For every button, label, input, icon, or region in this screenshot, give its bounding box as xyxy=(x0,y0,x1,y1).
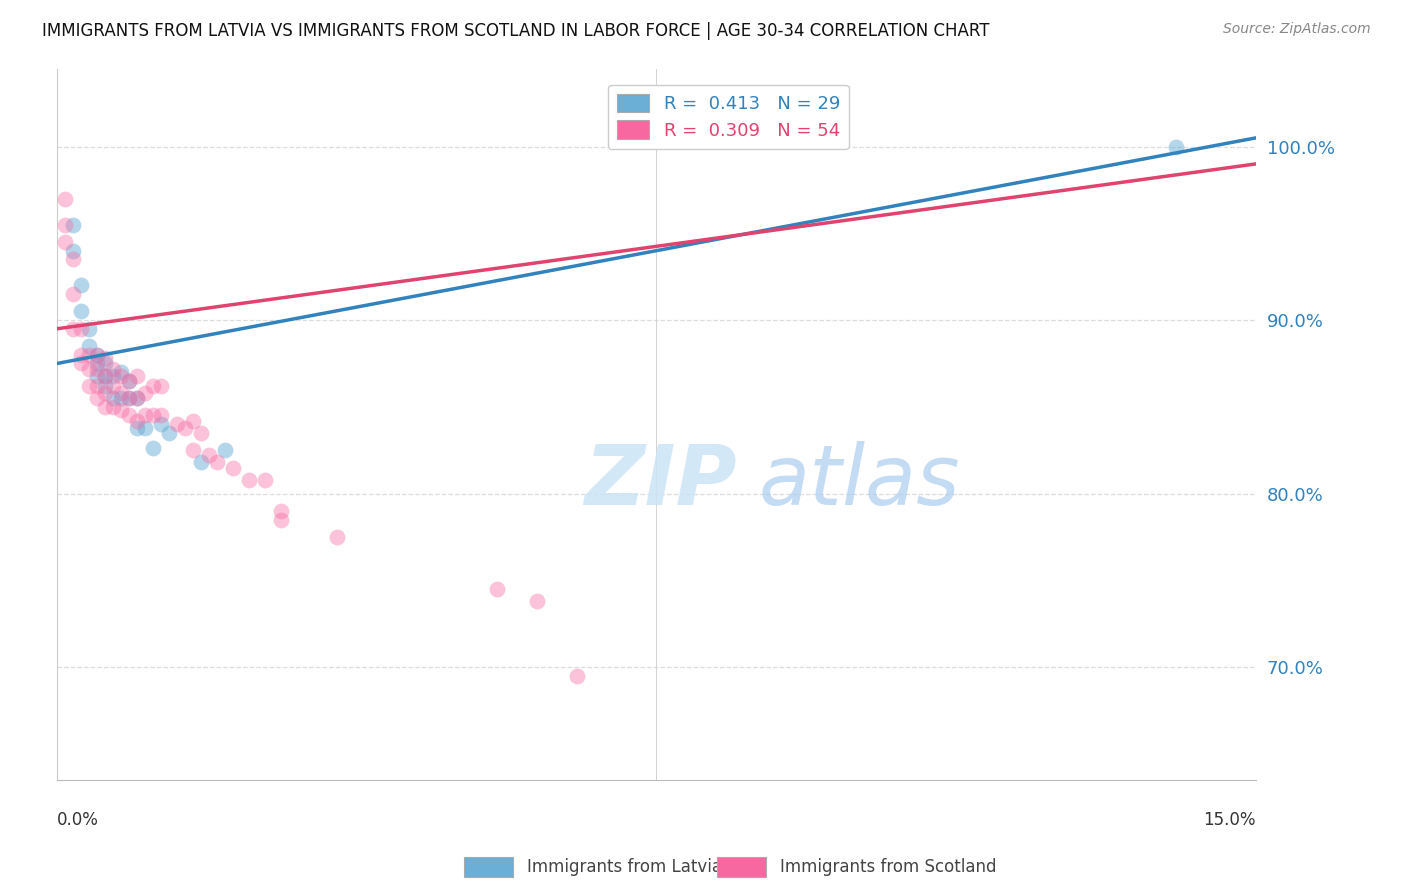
Point xyxy=(150,417,173,432)
Point xyxy=(157,425,180,440)
Point xyxy=(62,322,84,336)
Point xyxy=(565,669,588,683)
Point xyxy=(86,348,108,362)
Text: Source: ZipAtlas.com: Source: ZipAtlas.com xyxy=(1223,22,1371,37)
Point xyxy=(77,348,100,362)
Point xyxy=(101,361,124,376)
Point xyxy=(77,339,100,353)
Point xyxy=(118,374,141,388)
Point xyxy=(222,460,245,475)
Point xyxy=(134,420,156,434)
Point xyxy=(142,442,165,456)
Text: ZIP: ZIP xyxy=(585,441,737,522)
Point xyxy=(485,582,508,596)
Point xyxy=(134,386,156,401)
Point xyxy=(62,287,84,301)
Point xyxy=(101,379,124,393)
Point xyxy=(53,235,76,249)
Point xyxy=(118,409,141,423)
Point xyxy=(110,386,132,401)
Point xyxy=(86,379,108,393)
Point xyxy=(86,368,108,383)
Point xyxy=(174,420,197,434)
Point xyxy=(190,455,212,469)
Point xyxy=(125,391,148,405)
Point xyxy=(77,361,100,376)
Point xyxy=(62,244,84,258)
Point xyxy=(110,365,132,379)
Point xyxy=(110,391,132,405)
Text: atlas: atlas xyxy=(758,441,960,522)
Point xyxy=(181,414,204,428)
Point xyxy=(270,512,292,526)
Point xyxy=(94,368,117,383)
Point xyxy=(94,379,117,393)
Point xyxy=(86,361,108,376)
Point xyxy=(110,403,132,417)
Point xyxy=(270,504,292,518)
Point xyxy=(101,391,124,405)
Point xyxy=(53,218,76,232)
Point xyxy=(142,409,165,423)
Point xyxy=(101,400,124,414)
Point xyxy=(70,348,93,362)
Point xyxy=(110,368,132,383)
Point xyxy=(134,409,156,423)
Text: Immigrants from Latvia: Immigrants from Latvia xyxy=(527,858,723,876)
Point xyxy=(166,417,188,432)
Point xyxy=(70,322,93,336)
Point xyxy=(70,304,93,318)
Text: IMMIGRANTS FROM LATVIA VS IMMIGRANTS FROM SCOTLAND IN LABOR FORCE | AGE 30-34 CO: IMMIGRANTS FROM LATVIA VS IMMIGRANTS FRO… xyxy=(42,22,990,40)
Point xyxy=(86,391,108,405)
Point xyxy=(70,278,93,293)
Point xyxy=(86,348,108,362)
Text: 15.0%: 15.0% xyxy=(1204,811,1256,829)
Legend: R =  0.413   N = 29, R =  0.309   N = 54: R = 0.413 N = 29, R = 0.309 N = 54 xyxy=(607,85,849,149)
Point xyxy=(118,391,141,405)
Point xyxy=(125,391,148,405)
Point xyxy=(118,391,141,405)
Point xyxy=(94,386,117,401)
Point xyxy=(205,455,228,469)
Point xyxy=(1164,139,1187,153)
Point xyxy=(526,594,548,608)
Point xyxy=(77,379,100,393)
Point xyxy=(238,473,260,487)
Point xyxy=(125,420,148,434)
Text: Immigrants from Scotland: Immigrants from Scotland xyxy=(780,858,997,876)
Point xyxy=(142,379,165,393)
Point xyxy=(94,351,117,366)
Point xyxy=(86,356,108,370)
Point xyxy=(94,368,117,383)
Point xyxy=(53,192,76,206)
Point xyxy=(62,252,84,267)
Point xyxy=(181,443,204,458)
Point xyxy=(198,449,221,463)
Point xyxy=(101,368,124,383)
Point xyxy=(94,400,117,414)
Text: 0.0%: 0.0% xyxy=(58,811,98,829)
Point xyxy=(125,414,148,428)
Point xyxy=(77,322,100,336)
Point xyxy=(70,356,93,370)
Point xyxy=(253,473,276,487)
Point xyxy=(214,443,236,458)
Point xyxy=(94,356,117,370)
Point xyxy=(190,425,212,440)
Point xyxy=(125,368,148,383)
Point xyxy=(150,379,173,393)
Point xyxy=(150,409,173,423)
Point xyxy=(62,218,84,232)
Point xyxy=(118,374,141,388)
Point xyxy=(326,530,349,544)
